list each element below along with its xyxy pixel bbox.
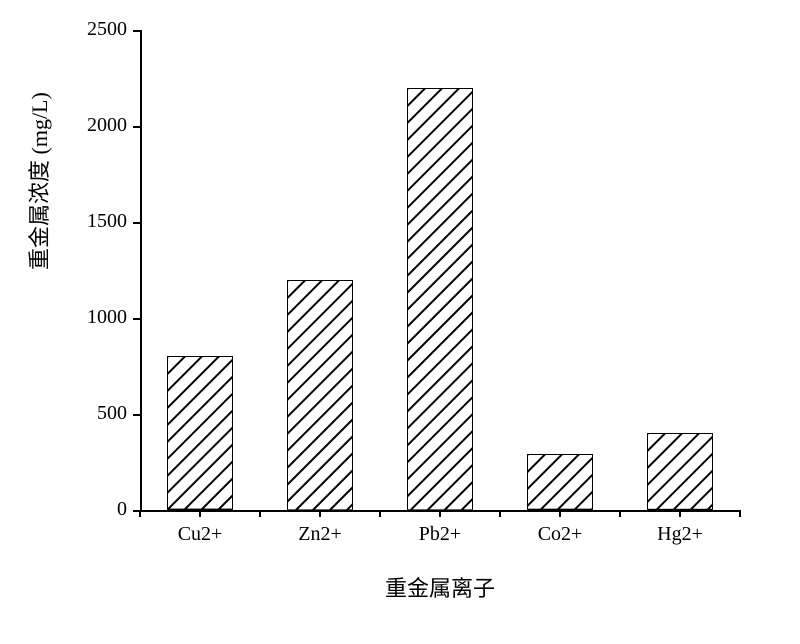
bar bbox=[287, 280, 353, 510]
x-tick bbox=[559, 510, 561, 517]
x-boundary-tick bbox=[739, 510, 741, 517]
y-axis-line bbox=[140, 30, 142, 510]
y-tick-label: 500 bbox=[97, 402, 127, 425]
x-tick-label: Zn2+ bbox=[298, 523, 342, 546]
y-tick-label: 0 bbox=[117, 498, 127, 521]
x-boundary-tick bbox=[259, 510, 261, 517]
y-tick bbox=[133, 414, 140, 416]
x-axis-title: 重金属离子 bbox=[385, 571, 495, 603]
x-tick bbox=[199, 510, 201, 517]
x-tick bbox=[679, 510, 681, 517]
x-tick bbox=[439, 510, 441, 517]
y-tick-label: 1500 bbox=[87, 210, 127, 233]
x-boundary-tick bbox=[139, 510, 141, 517]
bar bbox=[647, 433, 713, 510]
y-tick bbox=[133, 126, 140, 128]
x-tick-label: Hg2+ bbox=[657, 523, 703, 546]
y-tick bbox=[133, 222, 140, 224]
x-tick-label: Cu2+ bbox=[178, 523, 223, 546]
x-tick bbox=[319, 510, 321, 517]
x-boundary-tick bbox=[379, 510, 381, 517]
x-tick-label: Co2+ bbox=[538, 523, 583, 546]
y-tick bbox=[133, 318, 140, 320]
x-tick-label: Pb2+ bbox=[419, 523, 461, 546]
bar bbox=[167, 356, 233, 510]
heavy-metal-concentration-chart: 重金属浓度 (mg/L) 重金属离子 05001000150020002500 … bbox=[0, 0, 800, 644]
bar bbox=[527, 454, 593, 510]
x-boundary-tick bbox=[619, 510, 621, 517]
x-boundary-tick bbox=[499, 510, 501, 517]
y-tick-label: 1000 bbox=[87, 306, 127, 329]
y-tick-label: 2000 bbox=[87, 114, 127, 137]
bar bbox=[407, 88, 473, 510]
y-tick-label: 2500 bbox=[87, 18, 127, 41]
y-tick bbox=[133, 30, 140, 32]
